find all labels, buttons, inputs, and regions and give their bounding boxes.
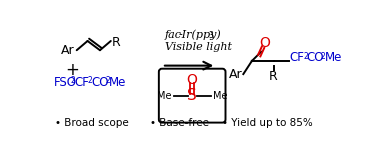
Text: +: +	[65, 61, 79, 79]
FancyBboxPatch shape	[159, 69, 226, 123]
Text: 2: 2	[71, 76, 75, 85]
Text: S: S	[187, 88, 197, 103]
Text: O: O	[259, 36, 270, 50]
Text: CF: CF	[290, 51, 305, 64]
Text: • Yield up to 85%: • Yield up to 85%	[222, 118, 312, 128]
Text: Visible light: Visible light	[165, 42, 232, 52]
Text: Me: Me	[325, 51, 342, 64]
Text: FSO: FSO	[53, 76, 76, 89]
Text: 2: 2	[303, 52, 308, 61]
Text: fac: fac	[165, 30, 182, 40]
Text: Me: Me	[157, 91, 171, 101]
Text: Me: Me	[109, 76, 127, 89]
Text: R: R	[112, 36, 120, 49]
Text: 3: 3	[208, 31, 213, 40]
Text: Ar: Ar	[61, 44, 75, 57]
Text: • Base-free: • Base-free	[150, 118, 209, 128]
Text: Me: Me	[213, 91, 228, 101]
Text: 2: 2	[321, 52, 325, 61]
Text: 2: 2	[105, 76, 110, 85]
Text: -Ir(ppy): -Ir(ppy)	[178, 30, 221, 40]
Text: CO: CO	[307, 51, 324, 64]
Text: CO: CO	[91, 76, 109, 89]
Text: CF: CF	[74, 76, 89, 89]
Text: • Broad scope: • Broad scope	[55, 118, 129, 128]
Text: R: R	[269, 70, 278, 83]
Text: Ar: Ar	[229, 68, 242, 81]
Text: 2: 2	[88, 76, 92, 85]
Text: O: O	[187, 73, 198, 87]
